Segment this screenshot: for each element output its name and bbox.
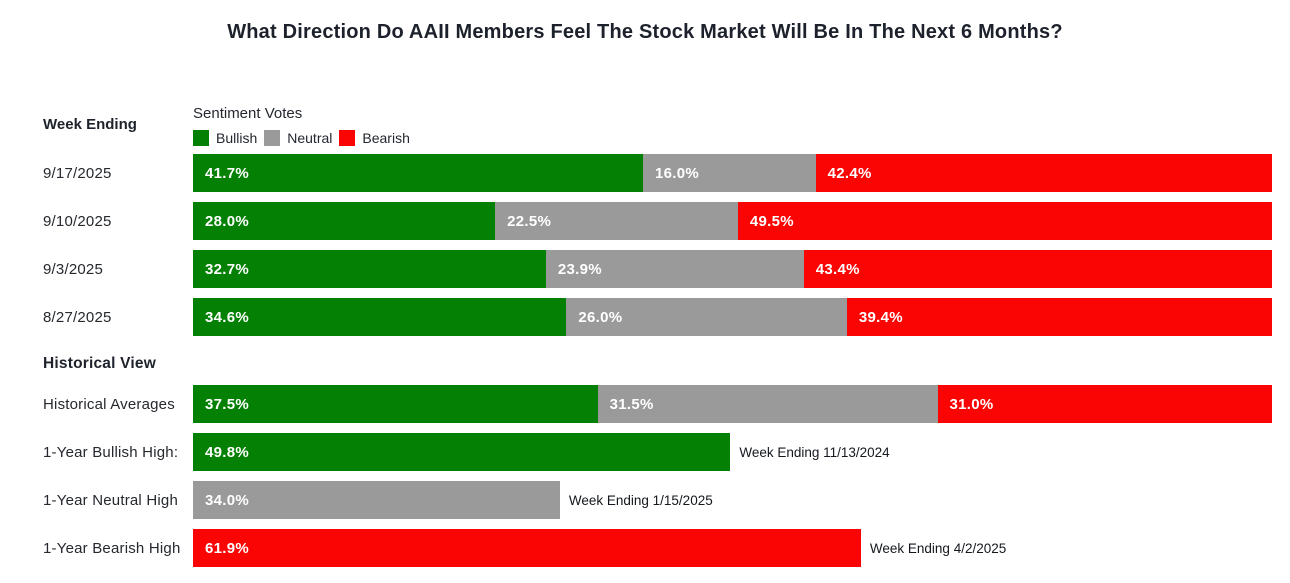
bullish-segment: 37.5%	[193, 385, 598, 423]
bullish-segment: 49.8%	[193, 433, 731, 471]
bar-row: 9/10/2025 28.0% 22.5% 49.5%	[43, 202, 1272, 240]
bearish-segment: 42.4%	[815, 154, 1272, 192]
neutral-segment: 34.0%	[193, 481, 560, 519]
segment-value-label: 26.0%	[578, 308, 623, 326]
legend-item-neutral: Neutral	[264, 130, 332, 146]
legend-item-label: Bullish	[216, 130, 258, 146]
bullish-segment: 32.7%	[193, 250, 546, 288]
legend-title: Sentiment Votes	[193, 105, 303, 122]
bar-row: 8/27/2025 34.6% 26.0% 39.4%	[43, 298, 1272, 336]
chart-title: What Direction Do AAII Members Feel The …	[227, 21, 1063, 43]
row-label: 9/10/2025	[43, 212, 112, 230]
bar-annotation: Week Ending 4/2/2025	[869, 540, 1007, 556]
segment-value-label: 39.4%	[858, 308, 903, 326]
segment-value-label: 28.0%	[205, 212, 250, 230]
segment-value-label: 32.7%	[205, 260, 250, 278]
neutral-segment: 23.9%	[545, 250, 804, 288]
row-label: 1-Year Bullish High:	[43, 443, 179, 461]
single-bar: 49.8% Week Ending 11/13/2024	[193, 433, 1272, 471]
bearish-segment: 31.0%	[937, 385, 1272, 423]
segment-value-label: 41.7%	[205, 164, 250, 182]
single-bar: 61.9% Week Ending 4/2/2025	[193, 529, 1272, 567]
legend-item-label: Bearish	[362, 130, 410, 146]
segment-value-label: 49.8%	[205, 443, 250, 461]
segment-value-label: 34.6%	[205, 308, 250, 326]
stacked-bar: 41.7% 16.0% 42.4%	[193, 154, 1272, 192]
segment-value-label: 37.5%	[205, 395, 250, 413]
segment-value-label: 61.9%	[205, 539, 250, 557]
weekly-bar-rows: 9/17/2025 41.7% 16.0% 42.4% 9/10/2025 28.0% 22…	[43, 154, 1272, 336]
neutral-legend-swatch-icon	[264, 130, 281, 146]
segment-value-label: 23.9%	[557, 260, 602, 278]
bearish-legend-swatch-icon	[339, 130, 356, 146]
stacked-bar: 34.6% 26.0% 39.4%	[193, 298, 1272, 336]
neutral-segment: 26.0%	[566, 298, 847, 336]
bar-row: 9/17/2025 41.7% 16.0% 42.4%	[43, 154, 1272, 192]
row-label: 9/3/2025	[43, 260, 103, 278]
segment-value-label: 31.0%	[949, 395, 994, 413]
bar-row: Historical Averages 37.5% 31.5% 31.0%	[43, 385, 1272, 423]
chart-header-row: Week Ending Sentiment Votes Bullish Neutr…	[43, 105, 1272, 146]
bearish-segment: 49.5%	[737, 202, 1272, 240]
legend: Bullish Neutral Bearish	[193, 130, 1272, 146]
bullish-segment: 28.0%	[193, 202, 496, 240]
bullish-segment: 41.7%	[193, 154, 643, 192]
segment-value-label: 22.5%	[507, 212, 552, 230]
segment-value-label: 49.5%	[749, 212, 794, 230]
stacked-bar: 32.7% 23.9% 43.4%	[193, 250, 1272, 288]
week-ending-column-header: Week Ending	[43, 116, 137, 133]
segment-value-label: 16.0%	[654, 164, 699, 182]
historical-bar-rows: Historical Averages 37.5% 31.5% 31.0% 1-Year…	[43, 385, 1272, 567]
legend-item-label: Neutral	[287, 130, 333, 146]
segment-value-label: 34.0%	[205, 491, 250, 509]
single-bar: 34.0% Week Ending 1/15/2025	[193, 481, 1272, 519]
row-label: 8/27/2025	[43, 308, 112, 326]
bearish-segment: 61.9%	[193, 529, 861, 567]
row-label: 1-Year Bearish High	[43, 539, 181, 557]
neutral-segment: 31.5%	[597, 385, 938, 423]
row-label: Historical Averages	[43, 395, 175, 413]
bar-row: 9/3/2025 32.7% 23.9% 43.4%	[43, 250, 1272, 288]
segment-value-label: 42.4%	[827, 164, 872, 182]
legend-item-bullish: Bullish	[193, 130, 257, 146]
stacked-bar: 37.5% 31.5% 31.0%	[193, 385, 1272, 423]
stacked-bar: 28.0% 22.5% 49.5%	[193, 202, 1272, 240]
row-label: 9/17/2025	[43, 164, 112, 182]
legend-item-bearish: Bearish	[339, 130, 410, 146]
neutral-segment: 16.0%	[642, 154, 816, 192]
bar-row: 1-Year Neutral High 34.0% Week Ending 1/15…	[43, 481, 1272, 519]
neutral-segment: 22.5%	[495, 202, 738, 240]
bearish-segment: 39.4%	[846, 298, 1272, 336]
bearish-segment: 43.4%	[803, 250, 1272, 288]
legend-block: Sentiment Votes Bullish Neutral Bearish	[193, 105, 1272, 146]
segment-value-label: 31.5%	[609, 395, 654, 413]
bar-annotation: Week Ending 1/15/2025	[568, 492, 713, 508]
bar-row: 1-Year Bullish High: 49.8% Week Ending 11/…	[43, 433, 1272, 471]
bar-annotation: Week Ending 11/13/2024	[739, 444, 890, 460]
chart-body: Week Ending Sentiment Votes Bullish Neutr…	[43, 105, 1272, 567]
bullish-segment: 34.6%	[193, 298, 567, 336]
bar-row: 1-Year Bearish High 61.9% Week Ending 4/2/…	[43, 529, 1272, 567]
segment-value-label: 43.4%	[815, 260, 860, 278]
row-label: 1-Year Neutral High	[43, 491, 178, 509]
bullish-legend-swatch-icon	[193, 130, 209, 146]
historical-view-header: Historical View	[43, 355, 156, 372]
